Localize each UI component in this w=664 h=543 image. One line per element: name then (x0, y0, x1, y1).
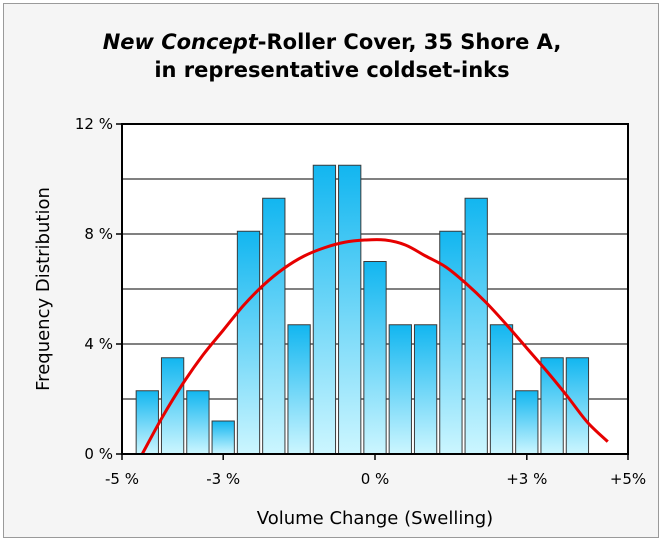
bar (211, 420, 235, 455)
bar (236, 230, 261, 455)
bar (363, 261, 387, 455)
bar (287, 324, 311, 455)
x-ticks: -5 % -3 % 0 % +3 % +5% (105, 454, 646, 488)
bar (160, 357, 185, 455)
x-tick-label: -5 % (105, 470, 139, 488)
y-axis-label: Frequency Distribution (33, 187, 54, 391)
chart-title: New Concept-Roller Cover, 35 Shore A, in… (0, 28, 664, 84)
x-axis-label: Volume Change (Swelling) (257, 508, 493, 529)
bar (338, 164, 362, 455)
bar (312, 164, 337, 455)
bar (565, 357, 590, 455)
bar (413, 324, 438, 455)
x-tick-label: +5% (610, 470, 646, 488)
bar (388, 324, 412, 455)
fit-curve (140, 238, 609, 454)
bar (540, 357, 564, 455)
x-tick-label: 0 % (361, 470, 390, 488)
chart-title-italic: New Concept (102, 30, 258, 54)
bar (464, 197, 488, 455)
bar (262, 197, 286, 455)
bar (515, 390, 539, 455)
y-tick-label: 12 % (75, 115, 113, 133)
curve-layer (140, 238, 609, 454)
chart-title-line2: in representative coldset-inks (154, 58, 510, 82)
bars (135, 164, 590, 455)
bar (186, 390, 210, 455)
chart-title-rest: -Roller Cover, 35 Shore A, (257, 30, 562, 54)
x-tick-label: +3 % (506, 470, 547, 488)
y-tick-label: 0 % (84, 445, 113, 463)
y-ticks: 0 % 4 % 8 % 12 % (75, 115, 122, 463)
x-tick-label: -3 % (206, 470, 240, 488)
bar (489, 324, 514, 455)
y-tick-label: 8 % (84, 225, 113, 243)
y-tick-label: 4 % (84, 335, 113, 353)
